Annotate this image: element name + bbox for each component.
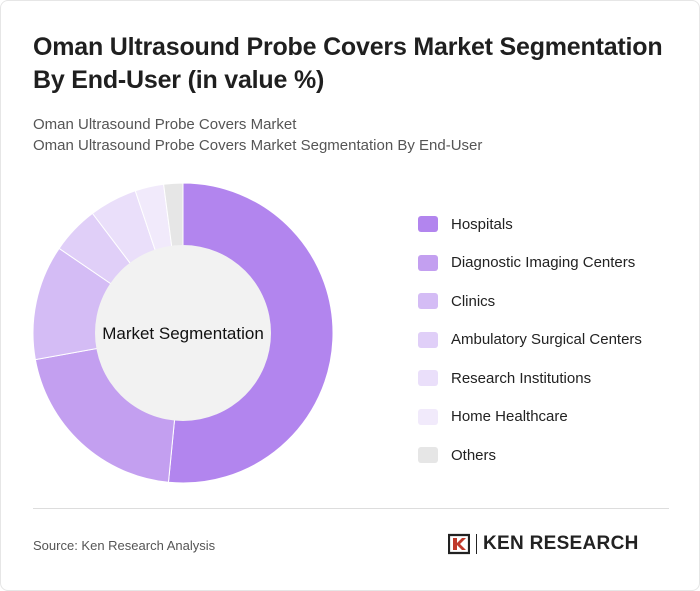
ken-research-logo-icon xyxy=(448,533,470,555)
brand-logo: KEN RESEARCH xyxy=(448,531,639,557)
donut-hole xyxy=(95,245,271,421)
chart-title: Oman Ultrasound Probe Covers Market Segm… xyxy=(33,33,663,94)
legend-label: Diagnostic Imaging Centers xyxy=(451,254,636,272)
legend-label: Ambulatory Surgical Centers xyxy=(451,331,642,349)
source-note: Source: Ken Research Analysis xyxy=(33,538,216,553)
brand-name: KEN RESEARCH xyxy=(483,533,639,554)
legend-swatch xyxy=(418,216,438,233)
legend-item-clinics[interactable]: Clinics xyxy=(418,282,688,321)
subtitle-line-1: Oman Ultrasound Probe Covers Market xyxy=(33,116,297,133)
legend-label: Research Institutions xyxy=(451,369,592,387)
legend-item-others[interactable]: Others xyxy=(418,436,688,475)
brand-separator xyxy=(476,534,477,554)
legend-label: Others xyxy=(451,446,497,464)
legend-item-diagnostic-imaging-centers[interactable]: Diagnostic Imaging Centers xyxy=(418,244,688,283)
legend-label: Clinics xyxy=(451,292,496,310)
subtitle-line-2: Oman Ultrasound Probe Covers Market Segm… xyxy=(33,137,483,154)
legend-label: Home Healthcare xyxy=(451,408,568,426)
legend-item-ambulatory-surgical-centers[interactable]: Ambulatory Surgical Centers xyxy=(418,321,688,360)
legend-swatch xyxy=(418,293,438,310)
legend-swatch xyxy=(418,408,438,425)
center-label: Market Segmentation xyxy=(102,324,264,343)
chart-legend: Hospitals Diagnostic Imaging Centers Clini… xyxy=(418,205,688,475)
footer-divider xyxy=(33,508,669,509)
legend-swatch xyxy=(418,331,438,348)
legend-swatch xyxy=(418,370,438,387)
legend-item-home-healthcare[interactable]: Home Healthcare xyxy=(418,398,688,437)
legend-swatch xyxy=(418,447,438,464)
legend-item-research-institutions[interactable]: Research Institutions xyxy=(418,359,688,398)
legend-label: Hospitals xyxy=(451,215,513,233)
legend-swatch xyxy=(418,254,438,271)
chart-subtitle: Oman Ultrasound Probe Covers Market Oman… xyxy=(33,114,633,156)
legend-item-hospitals[interactable]: Hospitals xyxy=(418,205,688,244)
donut-chart: Market Segmentation xyxy=(32,182,334,484)
